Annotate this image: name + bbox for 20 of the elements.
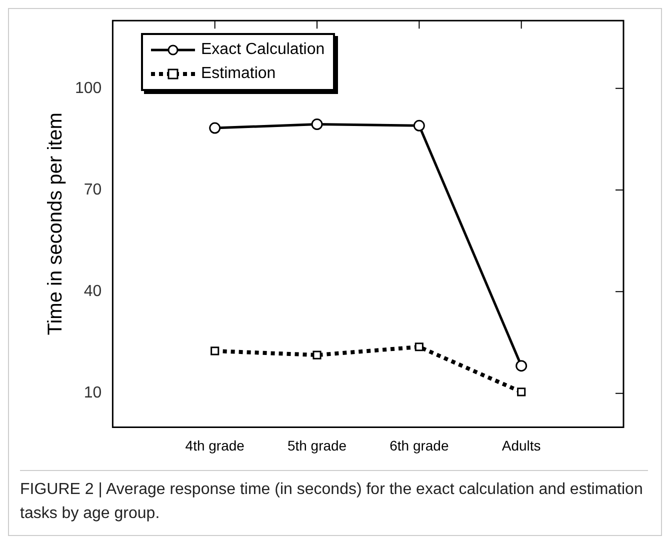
y-tick-label: 40 — [84, 283, 102, 300]
caption: FIGURE 2 | Average response time (in seconds) for the exact calculation and estimation tasks by age group. — [20, 480, 644, 524]
y-tick-label: 70 — [84, 181, 102, 198]
legend-label: Exact Calculation — [201, 41, 325, 59]
point — [413, 120, 425, 132]
point — [209, 122, 221, 134]
point — [311, 118, 323, 130]
legend-label: Estimation — [201, 65, 276, 83]
y-tick-label: 100 — [74, 80, 102, 97]
point — [517, 388, 526, 396]
point — [414, 342, 424, 352]
x-tick-label: Adults — [502, 437, 541, 454]
point — [210, 346, 220, 356]
x-tick-label: 4th grade — [185, 437, 245, 454]
y-tick-label: 10 — [84, 384, 102, 402]
point — [516, 360, 528, 372]
x-tick-label: 5th grade — [287, 437, 347, 454]
point — [312, 350, 322, 360]
y-axis-title: Time in seconds per item — [44, 112, 67, 336]
x-tick-label: 6th grade — [390, 437, 449, 454]
